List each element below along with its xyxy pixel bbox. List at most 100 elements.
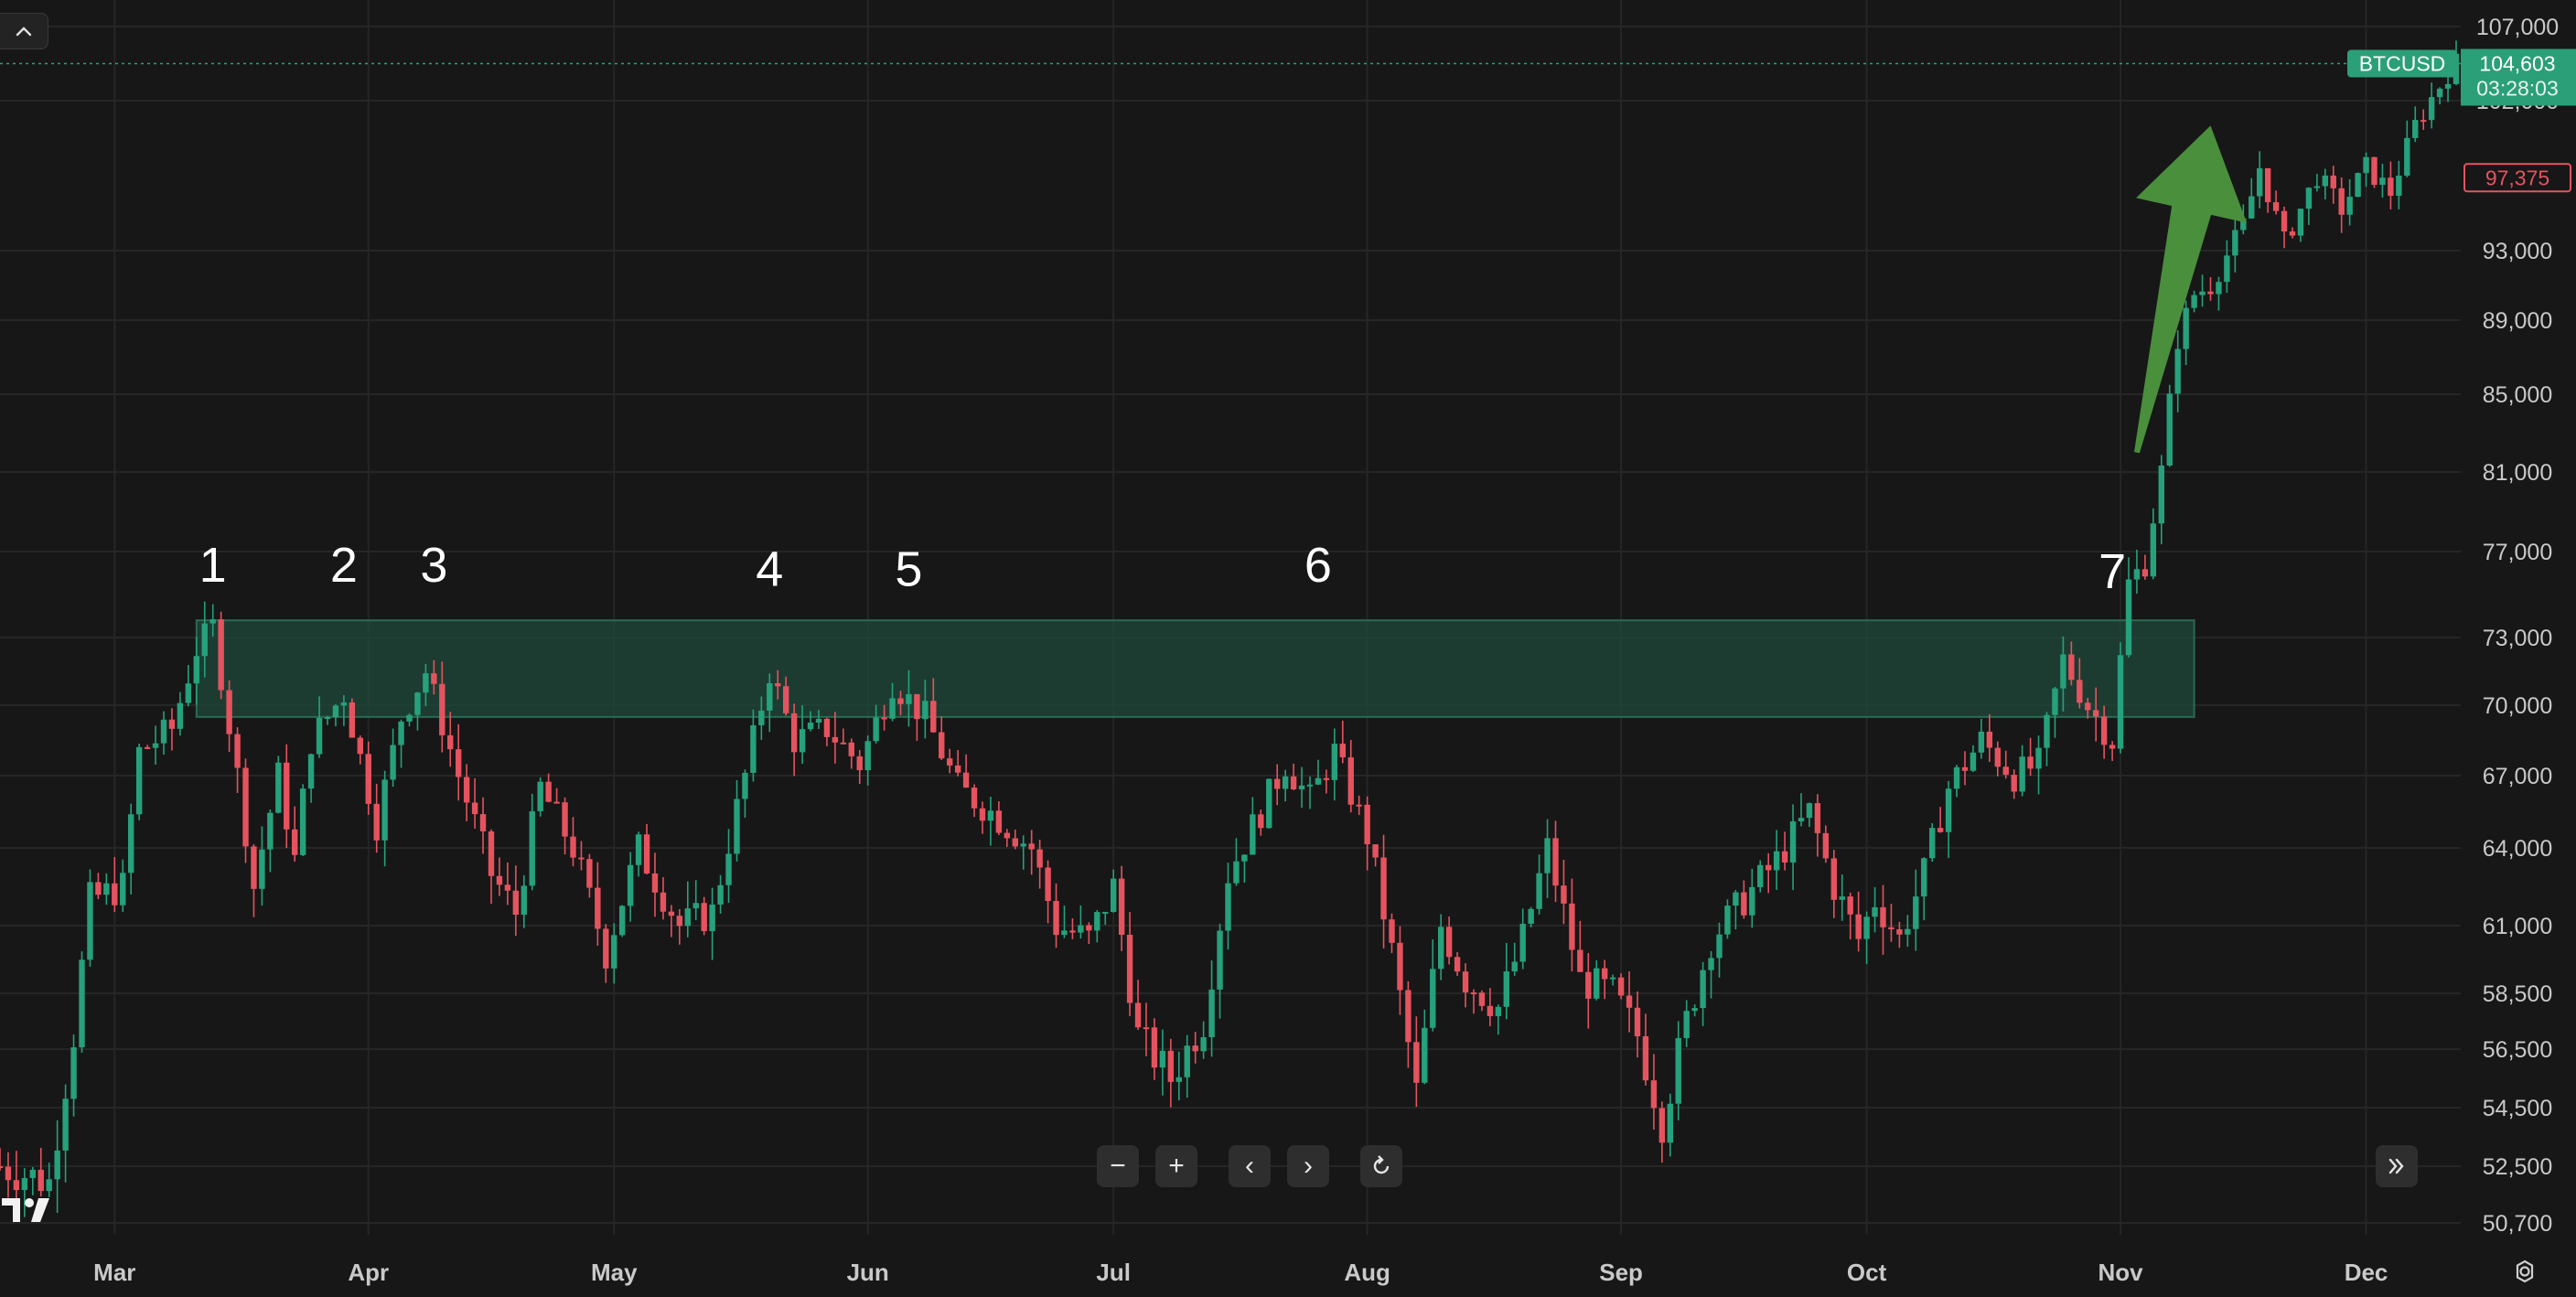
candle-body (1241, 854, 1248, 862)
chevron-up-icon (16, 27, 32, 37)
candle-body (226, 690, 232, 734)
candle-body (2125, 579, 2132, 656)
candle-body (2412, 120, 2419, 138)
candle-body (1708, 958, 1714, 970)
candle-body (1642, 1035, 1649, 1081)
candle-body (799, 729, 806, 753)
candle-body (1724, 906, 1731, 935)
candle-body (2100, 716, 2108, 745)
candle-body (1053, 901, 1059, 936)
candle-body (1208, 989, 1215, 1037)
candle-body (1094, 912, 1100, 931)
candle-body (1250, 814, 1256, 855)
candle-body (1569, 903, 1575, 950)
collapse-panel-button[interactable] (0, 13, 48, 49)
candle-body (218, 619, 224, 691)
reset-chart-button[interactable] (1360, 1145, 1402, 1187)
candle-body (2371, 156, 2377, 186)
candle-body (1126, 934, 1133, 1003)
candle-body (2257, 167, 2263, 197)
candle-body (1617, 977, 1625, 996)
candle-body (1536, 873, 1542, 909)
scroll-to-realtime-button[interactable] (2376, 1145, 2418, 1187)
candle-body (553, 801, 560, 804)
candle-body (365, 754, 371, 804)
candle-body (2109, 745, 2116, 749)
candle-body (1757, 864, 1764, 887)
candle-body (13, 1180, 20, 1191)
candle-body (1397, 942, 1403, 991)
candle-body (2150, 523, 2157, 577)
candle-body (1667, 1103, 1673, 1143)
candle-body (1012, 838, 1018, 847)
candle-body (275, 762, 282, 813)
annotations: 1 2 3 4 5 6 7 (199, 538, 2126, 599)
candle-body (2117, 655, 2124, 749)
candle-body (1364, 804, 1370, 845)
scroll-right-button[interactable]: › (1287, 1145, 1329, 1187)
arrow-shape (2134, 125, 2248, 454)
candle-body (2272, 202, 2280, 211)
candle-body (479, 814, 487, 831)
scroll-left-button[interactable]: ‹ (1229, 1145, 1271, 1187)
price-tick-label: 107,000 (2476, 15, 2559, 40)
price-axis[interactable]: 107,000102,00093,00089,00085,00081,00077… (2476, 15, 2559, 1237)
candle-body (1937, 828, 1944, 832)
time-tick-label: Apr (348, 1259, 389, 1286)
candle-body (1266, 778, 1272, 829)
candle-body (2281, 210, 2288, 232)
candle-body (1626, 995, 1633, 1008)
candle-body (29, 1169, 36, 1178)
candle-body (2141, 569, 2149, 577)
candle-body (2297, 209, 2304, 236)
candle-body (906, 693, 912, 704)
zoom-in-button[interactable]: + (1155, 1145, 1197, 1187)
candle-body (1683, 1011, 1690, 1038)
candle-body (790, 713, 798, 753)
candle-body (1045, 867, 1051, 902)
candle-body (103, 883, 110, 895)
candle-body (1430, 969, 1436, 1028)
candle-body (251, 846, 257, 889)
candle-body (2002, 766, 2009, 776)
candle-body (504, 884, 511, 891)
time-axis[interactable]: Mar Apr May Jun Jul Aug Sep Oct Nov Dec (93, 1259, 2388, 1286)
settings-button[interactable] (2506, 1253, 2543, 1290)
candle-body (2444, 83, 2452, 89)
candle-body (2068, 654, 2075, 681)
candle-body (1733, 892, 1739, 906)
candle-body (619, 906, 626, 936)
candle-body (2011, 775, 2017, 792)
candle-body (177, 702, 184, 729)
candle-body (5, 1166, 12, 1181)
candle-body (209, 619, 216, 624)
price-tick-label: 50,700 (2483, 1211, 2552, 1237)
candle-body (1078, 925, 1084, 933)
candle-body (357, 737, 363, 755)
symbol-label: BTCUSD (2359, 52, 2446, 76)
time-tick-label: Jun (847, 1259, 889, 1286)
candle-body (1602, 968, 1608, 980)
zoom-out-button[interactable]: − (1097, 1145, 1139, 1187)
annotation-label: 6 (1304, 538, 1332, 593)
candle-body (2158, 465, 2164, 524)
candle-body (2077, 680, 2083, 703)
candle-body (1806, 803, 1813, 819)
up-arrow (2134, 125, 2248, 454)
candle-body (1913, 896, 1919, 929)
candle-body (1863, 916, 1870, 939)
candle-body (1184, 1045, 1190, 1077)
time-tick-label: Aug (1344, 1259, 1390, 1286)
candle-body (1905, 928, 1911, 935)
candle-body (307, 754, 315, 789)
candles (0, 40, 2460, 1217)
candle-body (987, 810, 994, 821)
candle-body (2322, 175, 2328, 187)
price-tick-label: 64,000 (2483, 836, 2552, 862)
candle-body (2183, 307, 2189, 349)
candle-body (423, 673, 429, 693)
candle-body (2224, 255, 2230, 283)
candle-body (651, 873, 659, 893)
